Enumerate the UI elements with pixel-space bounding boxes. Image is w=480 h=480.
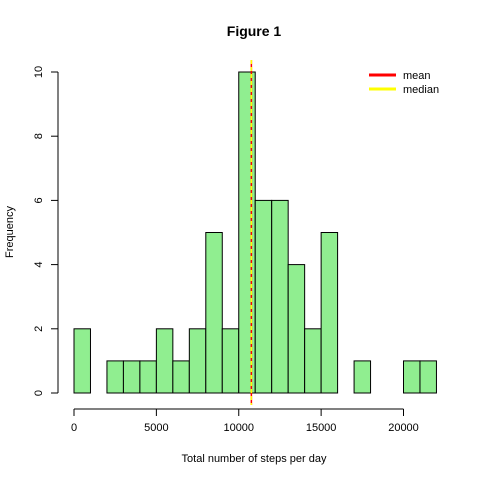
histogram-bar: [320, 232, 339, 394]
histogram-bar: [353, 360, 372, 394]
legend-label-median: median: [403, 84, 439, 96]
histogram-bar: [155, 328, 174, 394]
y-tick-label: 4: [33, 262, 45, 268]
x-tick-label: 0: [71, 422, 77, 434]
x-axis-label: Total number of steps per day: [182, 453, 327, 465]
x-tick-label: 20000: [388, 422, 419, 434]
histogram-bar: [172, 360, 190, 394]
histogram-bar: [205, 232, 223, 394]
histogram-bar: [304, 328, 322, 394]
x-tick-label: 5000: [144, 422, 168, 434]
histogram-bar: [122, 360, 141, 394]
histogram-bar: [106, 360, 124, 394]
histogram-bar: [73, 328, 91, 394]
histogram-bar: [139, 360, 157, 394]
histogram-bar: [188, 328, 207, 394]
histogram-bar: [221, 328, 240, 394]
histogram-bar: [419, 360, 437, 394]
histogram-bar: [287, 264, 306, 394]
legend-label-mean: mean: [403, 70, 431, 82]
histogram-bar: [271, 199, 289, 394]
y-tick-label: 8: [33, 133, 45, 139]
y-axis-label: Frequency: [4, 206, 16, 258]
x-tick-label: 15000: [306, 422, 337, 434]
bars-group: [73, 71, 437, 394]
x-tick-label: 10000: [223, 422, 254, 434]
y-tick-label: 6: [33, 197, 45, 203]
y-tick-label: 2: [33, 326, 45, 332]
histogram-bar: [238, 71, 256, 394]
legend: mean median: [369, 70, 439, 96]
x-axis: 0 5000 10000 15000 20000: [71, 408, 419, 434]
histogram-bar: [254, 199, 273, 394]
y-tick-label: 10: [33, 66, 45, 78]
chart-title: Figure 1: [227, 23, 282, 39]
histogram-bar: [403, 360, 421, 394]
y-axis: 0 2 4 6 8 10: [33, 66, 59, 396]
y-tick-label: 0: [33, 390, 45, 396]
